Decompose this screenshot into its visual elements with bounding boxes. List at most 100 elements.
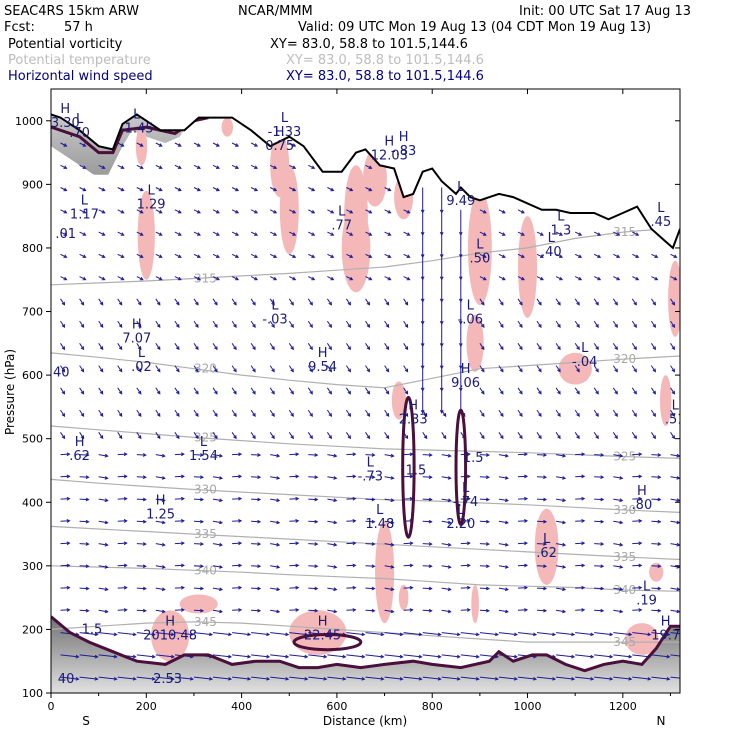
wind-arrowhead [290,435,294,440]
wind-vector [536,476,547,478]
wind-arrowhead [120,254,125,258]
wind-vector [136,654,155,658]
wind-vector [193,231,201,236]
wind-vector [270,565,280,568]
wind-arrowhead [295,452,300,457]
wind-arrowhead [309,346,313,351]
wind-vector [670,343,675,350]
wind-vector [670,432,675,439]
wind-vector [575,453,585,456]
wind-arrowhead [466,563,471,568]
pv-closed-contour [401,395,416,539]
wind-vector [403,609,413,611]
wind-vector [174,164,182,169]
wind-vector [79,298,85,306]
wind-arrowhead [66,541,71,546]
wind-arrowhead [104,453,109,458]
wind-vector [79,276,86,281]
wind-vector [384,609,394,613]
wind-arrowhead [309,324,313,328]
wind-arrowhead [428,608,433,613]
init-time: Init: 00 UTC Sat 17 Aug 13 [519,4,691,19]
wind-vector [174,632,193,636]
wind-arrowhead [214,301,218,306]
high-marker: H [60,102,70,117]
y-axis-label: Pressure (hPa) [3,349,17,435]
x-tick-label: 1200 [609,700,637,713]
wind-vector [117,520,127,522]
wind-arrowhead [314,519,319,524]
wind-arrowhead [501,254,506,258]
wind-arrowhead [333,476,338,480]
wind-arrowhead [420,254,425,259]
wind-arrowhead [390,565,395,569]
wind-vector [593,231,601,236]
wind-vector [79,587,89,590]
wind-arrowhead [671,413,676,417]
wind-arrowhead [686,655,689,658]
wind-arrowhead [175,368,180,373]
wind-vector [155,387,161,395]
wind-arrowhead [271,390,275,395]
wind-arrowhead [380,676,385,681]
wind-arrowhead [371,519,376,524]
wind-arrowhead [196,210,201,214]
wind-vector [422,676,441,680]
isentrope-label: 335 [613,550,636,564]
wind-arrowhead [576,390,580,395]
wind-vector [498,409,504,417]
wind-arrowhead [330,187,335,192]
wind-vector [346,253,353,258]
wind-vector [594,609,604,612]
wind-arrowhead [557,346,561,351]
wind-vector [498,498,508,502]
wind-vector [269,164,277,169]
wind-vector [670,587,680,591]
wind-vector [651,454,661,456]
wind-arrowhead [273,165,278,169]
wind-vector [460,654,479,658]
extremum-value: 22.45 [304,628,341,643]
wind-arrowhead [219,587,223,592]
wind-vector [308,543,318,545]
wind-arrowhead [247,654,252,659]
wind-vector [60,654,79,658]
wind-vector [326,365,332,372]
wind-vector [612,432,618,439]
wind-vector [517,609,528,611]
wind-vector [346,498,356,500]
wind-arrowhead [139,187,144,192]
y-tick-label: 1000 [15,115,43,128]
wind-arrowhead [557,435,561,440]
wind-arrowhead [418,676,423,681]
wind-vector [555,298,561,306]
wind-vector [498,387,504,395]
wind-vector [384,209,391,214]
wind-arrowhead [349,254,354,258]
wind-vector [193,498,204,501]
wind-vector [593,320,599,328]
extremum-value: .70 [69,126,90,141]
wind-arrowhead [428,475,433,480]
extremum-value: .02 [131,360,152,375]
wind-vector [212,343,218,350]
wind-arrowhead [616,276,621,281]
wind-arrowhead [409,608,414,612]
wind-arrowhead [235,276,240,281]
wind-vector [79,231,86,236]
wind-arrowhead [581,496,586,501]
wind-vector [117,475,127,478]
pv-fill-blob [179,594,218,614]
wind-arrowhead [423,413,428,417]
wind-arrowhead [156,435,161,440]
wind-arrowhead [447,498,452,503]
wind-arrowhead [328,435,332,440]
wind-arrowhead [657,586,662,591]
wind-vector [193,543,204,545]
terrain [51,89,680,250]
wind-arrowhead [238,585,243,590]
wind-vector [231,343,237,350]
wind-vector [631,432,637,439]
wind-vector [650,298,656,306]
wind-vector [289,187,296,191]
